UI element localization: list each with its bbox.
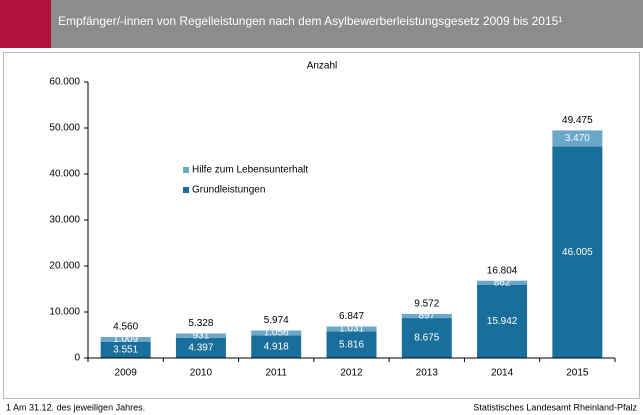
source: Statistisches Landesamt Rheinland-Pfalz — [473, 402, 637, 412]
y-tick-label: 50.000 — [49, 123, 80, 134]
x-tick-label: 2009 — [115, 368, 138, 379]
total-label: 5.328 — [188, 318, 213, 329]
bar-segment — [100, 337, 151, 342]
bar-segment — [175, 337, 226, 358]
value-label: 46.005 — [562, 247, 593, 258]
bar-segment — [477, 280, 528, 285]
legend-label: Hilfe zum Lebensunterhalt — [192, 165, 308, 176]
bar-segment — [326, 331, 377, 358]
y-tick-label: 60.000 — [49, 77, 80, 88]
bar-segment — [251, 330, 302, 336]
chart-frame — [3, 52, 640, 399]
x-tick-label: 2013 — [416, 368, 439, 379]
bar-segment — [552, 146, 603, 358]
legend-label: Grundleistungen — [192, 185, 265, 196]
title-accent — [0, 0, 51, 48]
value-label: 4.918 — [264, 341, 289, 352]
value-label: 5.816 — [339, 339, 364, 350]
x-tick-label: 2015 — [566, 368, 589, 379]
bar-segment — [175, 333, 226, 338]
x-tick-label: 2014 — [491, 368, 514, 379]
legend-swatch — [183, 187, 189, 193]
value-label: 1.056 — [264, 328, 289, 339]
bar-segment — [326, 326, 377, 332]
y-tick-label: 20.000 — [49, 261, 80, 272]
legend-swatch — [183, 167, 189, 173]
y-tick-label: 30.000 — [49, 215, 80, 226]
y-tick-label: 10.000 — [49, 307, 80, 318]
x-tick-label: 2012 — [340, 368, 363, 379]
chart-title: Empfänger/-innen von Regelleistungen nac… — [58, 14, 562, 28]
bar-segment — [552, 130, 603, 147]
total-label: 16.804 — [487, 265, 518, 276]
footnote: 1 Am 31.12. des jeweiligen Jahres. — [6, 402, 145, 412]
y-tick-label: 0 — [74, 353, 80, 364]
value-label: 1.031 — [339, 324, 364, 335]
title-bar — [51, 0, 643, 48]
value-label: 8.675 — [414, 333, 439, 344]
value-label: 862 — [494, 277, 511, 288]
value-label: 931 — [193, 330, 210, 341]
value-label: 897 — [418, 311, 435, 322]
value-label: 1.009 — [113, 334, 138, 345]
value-label: 15.942 — [487, 316, 518, 327]
y-tick-label: 40.000 — [49, 169, 80, 180]
x-tick-label: 2010 — [190, 368, 213, 379]
total-label: 5.974 — [264, 315, 289, 326]
bar-segment — [401, 318, 452, 358]
value-label: 3.470 — [565, 133, 590, 144]
bar-segment — [100, 341, 151, 358]
bar-segment — [251, 335, 302, 358]
y-axis-label: Anzahl — [307, 61, 338, 72]
value-label: 4.397 — [188, 343, 213, 354]
value-label: 3.551 — [113, 344, 138, 355]
total-label: 9.572 — [414, 299, 439, 310]
total-label: 4.560 — [113, 322, 138, 333]
total-label: 6.847 — [339, 311, 364, 322]
bar-segment — [401, 313, 452, 319]
total-label: 49.475 — [562, 115, 593, 126]
x-tick-label: 2011 — [265, 368, 287, 379]
bar-segment — [477, 284, 528, 358]
